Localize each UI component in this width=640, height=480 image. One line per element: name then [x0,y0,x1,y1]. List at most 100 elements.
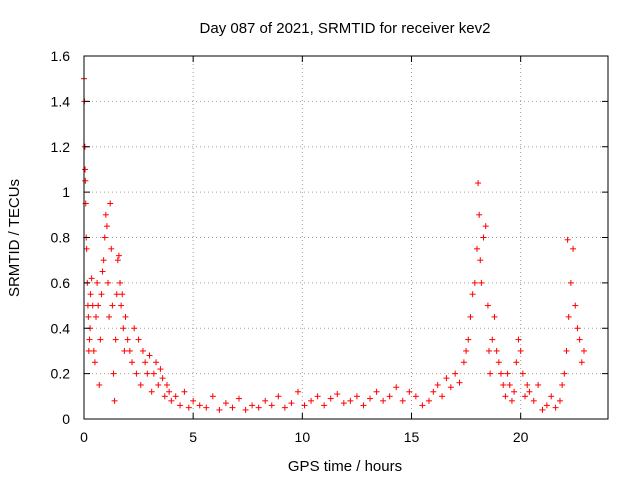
data-point [515,336,522,343]
x-tick-label: 5 [189,429,197,445]
data-point [163,381,170,388]
data-point [478,279,485,286]
y-tick-label: 1 [62,184,70,200]
data-point [229,404,236,411]
data-point [556,397,563,404]
data-point [559,381,566,388]
data-point [412,393,419,400]
data-point [419,402,426,409]
data-point [294,388,301,395]
data-point [262,397,269,404]
data-point [236,395,243,402]
data-point [425,397,432,404]
data-point [561,370,568,377]
data-point [281,404,288,411]
data-point [185,404,192,411]
data-point [107,200,114,207]
data-point [443,375,450,382]
data-point [190,397,197,404]
data-point [360,402,367,409]
y-tick-label: 1.6 [51,48,71,64]
data-point [99,268,106,275]
data-point [373,388,380,395]
data-point [108,245,115,252]
y-tick-label: 1.4 [51,93,71,109]
data-point [106,313,113,320]
data-point [480,234,487,241]
data-point [434,381,441,388]
data-point [93,313,100,320]
y-tick-label: 0.2 [51,366,71,382]
data-point [181,388,188,395]
data-point [486,347,493,354]
ticks-layer [83,55,608,420]
data-point [105,279,112,286]
data-point [493,347,500,354]
data-point [91,359,98,366]
data-point [495,359,502,366]
data-point [131,325,138,332]
data-point [506,381,513,388]
data-point [97,336,104,343]
chart-title: Day 087 of 2021, SRMTID for receiver kev… [200,20,491,37]
data-point [102,211,109,218]
y-tick-label: 1.2 [51,139,71,155]
data-point [570,245,577,252]
data-point [353,393,360,400]
data-point [430,388,437,395]
data-point [314,393,321,400]
data-point [471,279,478,286]
data-point [456,379,463,386]
data-point [530,397,537,404]
data-point [463,347,470,354]
data-point [120,325,127,332]
data-point [89,302,96,309]
data-point [157,366,164,373]
data-point [447,384,454,391]
data-point [115,252,122,259]
data-point [477,257,484,264]
data-point [118,302,125,309]
x-tick-label: 0 [80,429,88,445]
points-layer [81,75,587,413]
data-point [242,406,249,413]
data-point [334,391,341,398]
data-point [103,223,110,230]
x-tick-label: 10 [295,429,311,445]
data-point [519,370,526,377]
data-point [467,313,474,320]
data-point [475,180,482,187]
data-point [465,336,472,343]
data-point [526,388,533,395]
data-point [511,388,518,395]
data-point [110,370,117,377]
data-point [196,402,203,409]
data-point [574,325,581,332]
data-point [82,166,89,173]
data-point [548,393,555,400]
data-point [96,381,103,388]
data-point [489,336,496,343]
data-point [168,397,175,404]
y-axis-label: SRMTID / TECUs [6,179,23,297]
data-point [129,359,136,366]
data-point [144,370,151,377]
data-point [482,223,489,230]
data-point [367,395,374,402]
data-point [539,406,546,413]
data-point [476,211,483,218]
data-point [460,359,467,366]
data-point [82,177,89,184]
data-point [101,234,108,241]
x-tick-label: 20 [513,429,529,445]
data-point [406,388,413,395]
plot-frame [83,55,609,420]
data-point [119,291,126,298]
data-point [564,236,571,243]
data-point [87,291,94,298]
data-point [137,381,144,388]
y-tick-label: 0 [62,411,70,427]
data-point [83,245,90,252]
y-tick-label: 0.8 [51,230,71,246]
data-point [100,257,107,264]
